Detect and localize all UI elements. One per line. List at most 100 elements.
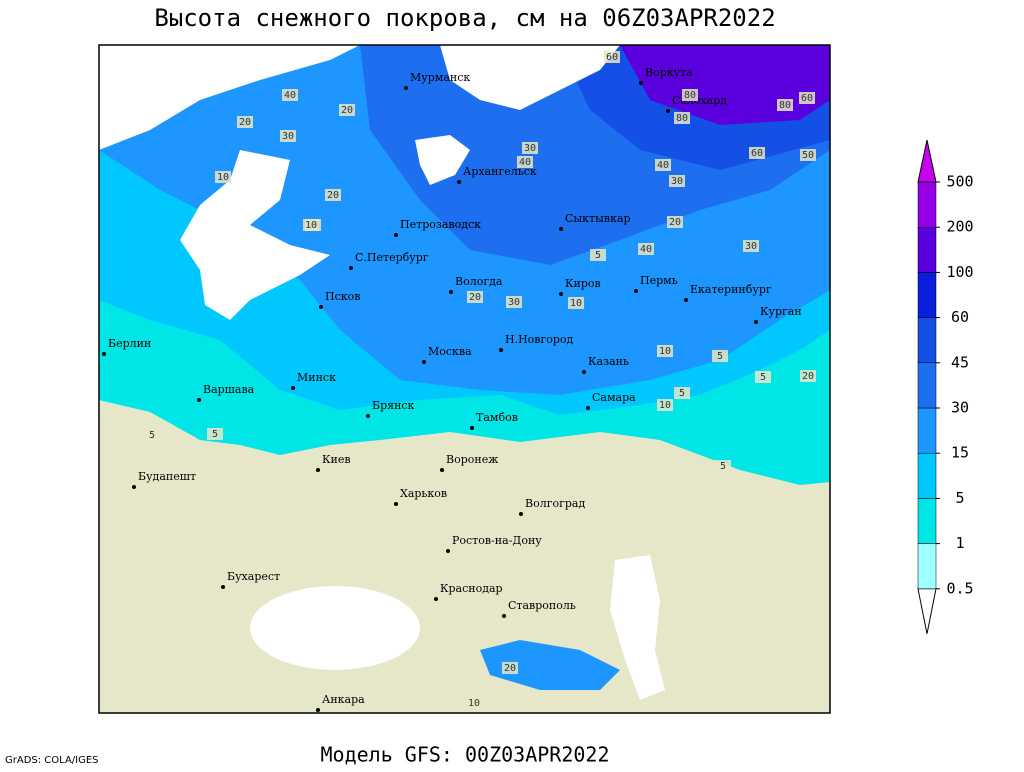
colorbar-label: 45 [951, 353, 969, 371]
city-dot [319, 305, 323, 309]
city-dot [197, 398, 201, 402]
colorbar-label: 15 [951, 444, 969, 462]
city-dot [457, 180, 461, 184]
contour-label-box [674, 387, 690, 399]
city-label: Самара [592, 391, 636, 404]
contour-label: 30 [508, 297, 520, 308]
city-label: Волгоград [525, 497, 585, 510]
contour-label: 5 [720, 461, 726, 472]
colorbar-segment [917, 498, 937, 544]
city-dot [102, 352, 106, 356]
contour-label-box [590, 249, 606, 261]
title: Высота снежного покрова, см на 06Z03APR2… [154, 4, 775, 32]
city-label: Харьков [400, 487, 447, 500]
colorbar-segment [917, 139, 937, 183]
city-label: Ростов-на-Дону [452, 534, 542, 547]
city-label: Воронеж [446, 453, 498, 466]
contour-label-box [282, 89, 298, 101]
barents-sea-east [440, 45, 620, 110]
snow-local [480, 640, 620, 690]
city-dot [449, 290, 453, 294]
contour-label-box [755, 371, 771, 383]
colorbar-segment [917, 543, 937, 590]
city-label: Екатеринбург [690, 283, 772, 296]
contour-label-box [655, 159, 671, 171]
colorbar-label: 1 [955, 534, 964, 552]
white-sea [415, 135, 470, 185]
contour-label-box [657, 345, 673, 357]
city-label: Берлин [108, 337, 151, 350]
city-label: Минск [297, 371, 336, 384]
contour-label: 50 [802, 150, 814, 161]
city-dot [634, 289, 638, 293]
city-label: Петрозаводск [400, 218, 481, 231]
contour-label: 20 [239, 117, 251, 128]
city-dot [582, 370, 586, 374]
caspian-sea [610, 555, 665, 700]
contour-label: 5 [679, 388, 685, 399]
city-label: Киев [322, 453, 351, 466]
city-label: Анкара [322, 693, 365, 706]
city-dot [559, 292, 563, 296]
contour-label: 20 [504, 663, 516, 674]
contour-label: 80 [676, 113, 688, 124]
contour-label: 10 [570, 298, 582, 309]
contour-label: 10 [659, 400, 671, 411]
colorbar-segment [917, 407, 937, 454]
contour-label-box [466, 697, 482, 709]
city-dot [316, 708, 320, 712]
contour-label-box [712, 350, 728, 362]
colorbar-label: 60 [951, 308, 969, 326]
city-dot [316, 468, 320, 472]
city-label: Бухарест [227, 570, 280, 583]
contour-label: 5 [212, 429, 218, 440]
city-dot [394, 502, 398, 506]
contour-label: 60 [606, 52, 618, 63]
city-dot [684, 298, 688, 302]
contour-label: 40 [640, 244, 652, 255]
contour-label-box [682, 89, 698, 101]
city-dot [519, 512, 523, 516]
city-dot [559, 227, 563, 231]
city-label: Салехард [672, 94, 727, 107]
contour-label: 40 [519, 157, 531, 168]
city-label: Пермь [640, 274, 678, 287]
contour-label-box [506, 296, 522, 308]
city-label: Ставрополь [508, 599, 576, 612]
city-label: Псков [325, 290, 360, 303]
city-label: Тамбов [476, 411, 518, 424]
city-dot [446, 549, 450, 553]
city-label: Мурманск [410, 71, 470, 84]
city-dot [499, 348, 503, 352]
city-dot [502, 614, 506, 618]
contour-label: 40 [284, 90, 296, 101]
map-frame [98, 44, 831, 714]
colorbar-segment [917, 181, 937, 228]
cities: Мурманск Воркута Салехард Архангельск Петроз… [102, 66, 802, 712]
city-dot [132, 485, 136, 489]
contour-label-box [215, 171, 231, 183]
city-label: Брянск [372, 399, 415, 412]
contour-label-box [743, 240, 759, 252]
contour-label: 20 [469, 292, 481, 303]
colorbar-label: 30 [951, 399, 969, 417]
city-label: Курган [760, 305, 802, 318]
contour-label: 60 [751, 148, 763, 159]
barents-sea [99, 45, 360, 150]
contour-label: 30 [282, 131, 294, 142]
contour-label-box [749, 147, 765, 159]
contour-label-box [517, 156, 533, 168]
city-label: Киров [565, 277, 601, 290]
contour-label-box [325, 189, 341, 201]
city-dot [639, 81, 643, 85]
city-dot [349, 266, 353, 270]
city-label: Воркута [645, 66, 693, 79]
colorbar-segment [917, 226, 937, 273]
city-dot [291, 386, 295, 390]
city-dot [221, 585, 225, 589]
city-label: Будапешт [138, 470, 196, 483]
city-dot [404, 86, 408, 90]
contour-label: 30 [745, 241, 757, 252]
contour-label: 5 [595, 250, 601, 261]
